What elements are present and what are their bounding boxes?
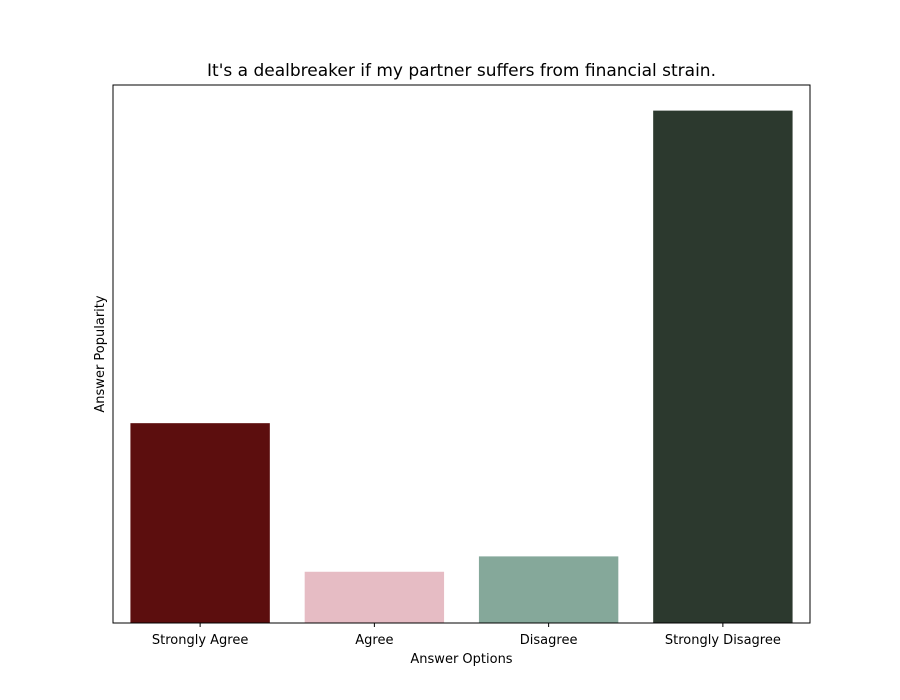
x-tick-label: Strongly Agree: [152, 633, 249, 648]
bar-agree: [304, 571, 445, 623]
x-tick-label: Disagree: [520, 633, 578, 648]
plot-frame: [112, 84, 811, 624]
x-tick-label: Agree: [355, 633, 393, 648]
chart-title: It's a dealbreaker if my partner suffers…: [207, 61, 716, 81]
x-tick-label: Strongly Disagree: [665, 633, 781, 648]
bar-strongly-agree: [130, 423, 270, 623]
x-ticks-group: Strongly Agree Agree Disagree Strongly Disa…: [152, 623, 781, 648]
bar-disagree: [478, 556, 619, 623]
bars-group: [130, 110, 793, 624]
y-axis-label: Answer Popularity: [93, 295, 108, 412]
x-axis-label: Answer Options: [410, 652, 512, 667]
bar-strongly-disagree: [653, 110, 793, 624]
